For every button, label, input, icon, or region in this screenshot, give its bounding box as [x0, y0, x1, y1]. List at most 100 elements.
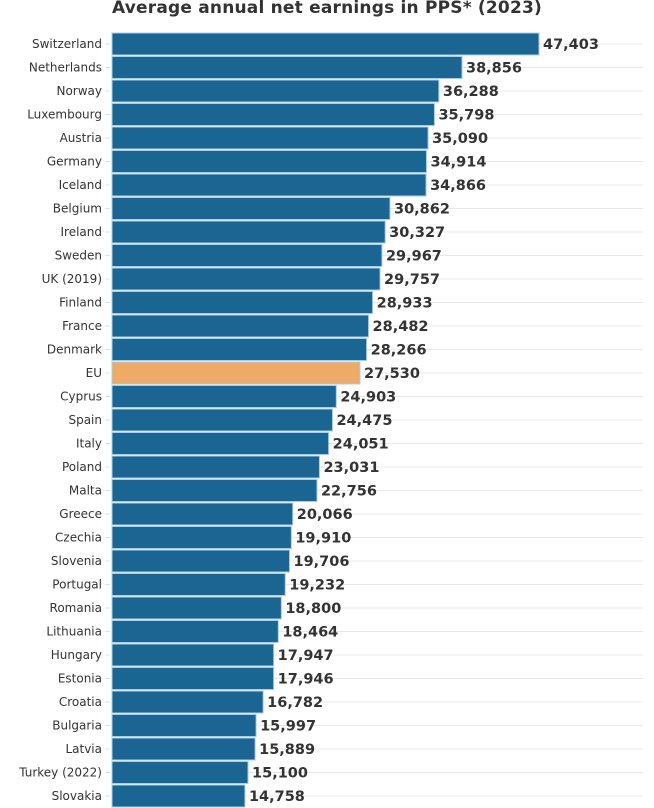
category-label: UK (2019) [42, 272, 102, 286]
value-label: 35,798 [438, 108, 494, 124]
value-label: 16,782 [267, 695, 323, 711]
category-label: Netherlands [29, 61, 102, 75]
chart-title: Average annual net earnings in PPS* (202… [111, 0, 542, 18]
bar [111, 291, 374, 314]
value-label: 19,910 [295, 531, 351, 547]
category-label: Sweden [55, 249, 102, 263]
value-label: 47,403 [543, 37, 599, 53]
bar [111, 56, 463, 79]
value-label: 23,031 [323, 460, 379, 476]
category-label: Switzerland [32, 37, 102, 51]
bar [111, 220, 386, 244]
category-label: Italy [76, 437, 102, 451]
value-label: 24,903 [340, 390, 396, 406]
category-label: Lithuania [46, 625, 102, 639]
value-label: 22,756 [321, 484, 377, 500]
bar [111, 267, 381, 291]
bar [111, 150, 428, 173]
value-label: 29,757 [384, 272, 440, 288]
category-label: Latvia [65, 742, 102, 756]
category-label: Iceland [59, 178, 102, 192]
value-label: 18,800 [285, 601, 341, 617]
bar [111, 408, 333, 432]
value-label: 29,967 [386, 249, 442, 265]
category-label: Finland [59, 296, 102, 310]
category-label: Hungary [51, 648, 102, 662]
bar [111, 714, 257, 737]
category-label: Belgium [53, 202, 102, 216]
value-label: 14,758 [249, 789, 305, 805]
value-label: 24,051 [333, 437, 389, 453]
category-label: Czechia [55, 531, 102, 545]
bar [111, 479, 318, 502]
bar [111, 761, 249, 784]
bar [111, 643, 275, 667]
category-label: Slovakia [52, 789, 102, 803]
category-label: EU [86, 366, 102, 380]
bar [111, 667, 275, 690]
value-label: 30,327 [389, 225, 445, 241]
value-label: 18,464 [282, 625, 338, 641]
value-label: 34,866 [430, 178, 486, 194]
value-label: 19,232 [289, 578, 345, 594]
value-label: 17,946 [278, 672, 334, 688]
bar [111, 784, 246, 808]
bar [111, 338, 368, 361]
bar [111, 620, 279, 643]
category-label: France [62, 319, 102, 333]
bars [111, 32, 540, 808]
bar [111, 197, 391, 220]
category-label: Germany [47, 155, 102, 169]
bar [111, 173, 427, 197]
value-label: 28,266 [371, 343, 427, 359]
value-label: 19,706 [294, 554, 350, 570]
bar [111, 432, 330, 455]
bar [111, 737, 256, 761]
bar [111, 455, 320, 479]
category-label: Spain [68, 413, 102, 427]
category-label: Portugal [52, 578, 102, 592]
value-label: 35,090 [432, 131, 488, 147]
category-label: Denmark [47, 343, 102, 357]
bar [111, 549, 291, 573]
category-label: Norway [56, 84, 102, 98]
bar [111, 244, 383, 267]
category-label: Luxembourg [27, 108, 102, 122]
value-label: 34,914 [431, 155, 487, 171]
bar [111, 596, 282, 620]
bar [111, 32, 540, 56]
category-label: Turkey (2022) [18, 766, 102, 780]
category-labels: Switzerland Netherlands Norway Luxembourg Au… [18, 37, 102, 803]
category-label: Romania [50, 601, 102, 615]
value-label: 24,475 [336, 413, 392, 429]
category-label: Poland [62, 460, 102, 474]
bar [111, 502, 294, 526]
value-label: 28,933 [377, 296, 433, 312]
value-label: 15,100 [252, 766, 308, 782]
value-label: 36,288 [443, 84, 499, 100]
category-label: Estonia [58, 672, 102, 686]
category-label: Cyprus [60, 390, 102, 404]
value-label: 17,947 [278, 648, 334, 664]
category-label: Malta [69, 484, 102, 498]
category-label: Austria [60, 131, 102, 145]
bar [111, 126, 429, 150]
value-label: 15,889 [259, 742, 315, 758]
value-label: 15,997 [260, 719, 316, 735]
category-label: Croatia [59, 695, 102, 709]
category-label: Greece [59, 507, 102, 521]
category-label: Bulgaria [52, 719, 102, 733]
value-labels: 47,403 38,856 36,288 35,798 35,090 34,914 34,8… [249, 37, 599, 805]
bar-eu-highlight [111, 361, 361, 385]
bar [111, 103, 435, 126]
value-label: 27,530 [364, 366, 420, 382]
bar [111, 79, 440, 103]
bar [111, 690, 264, 714]
bar [111, 385, 337, 408]
category-label: Slovenia [51, 554, 102, 568]
bar [111, 314, 370, 338]
bar [111, 526, 292, 549]
category-label: Ireland [60, 225, 102, 239]
value-label: 20,066 [297, 507, 353, 523]
